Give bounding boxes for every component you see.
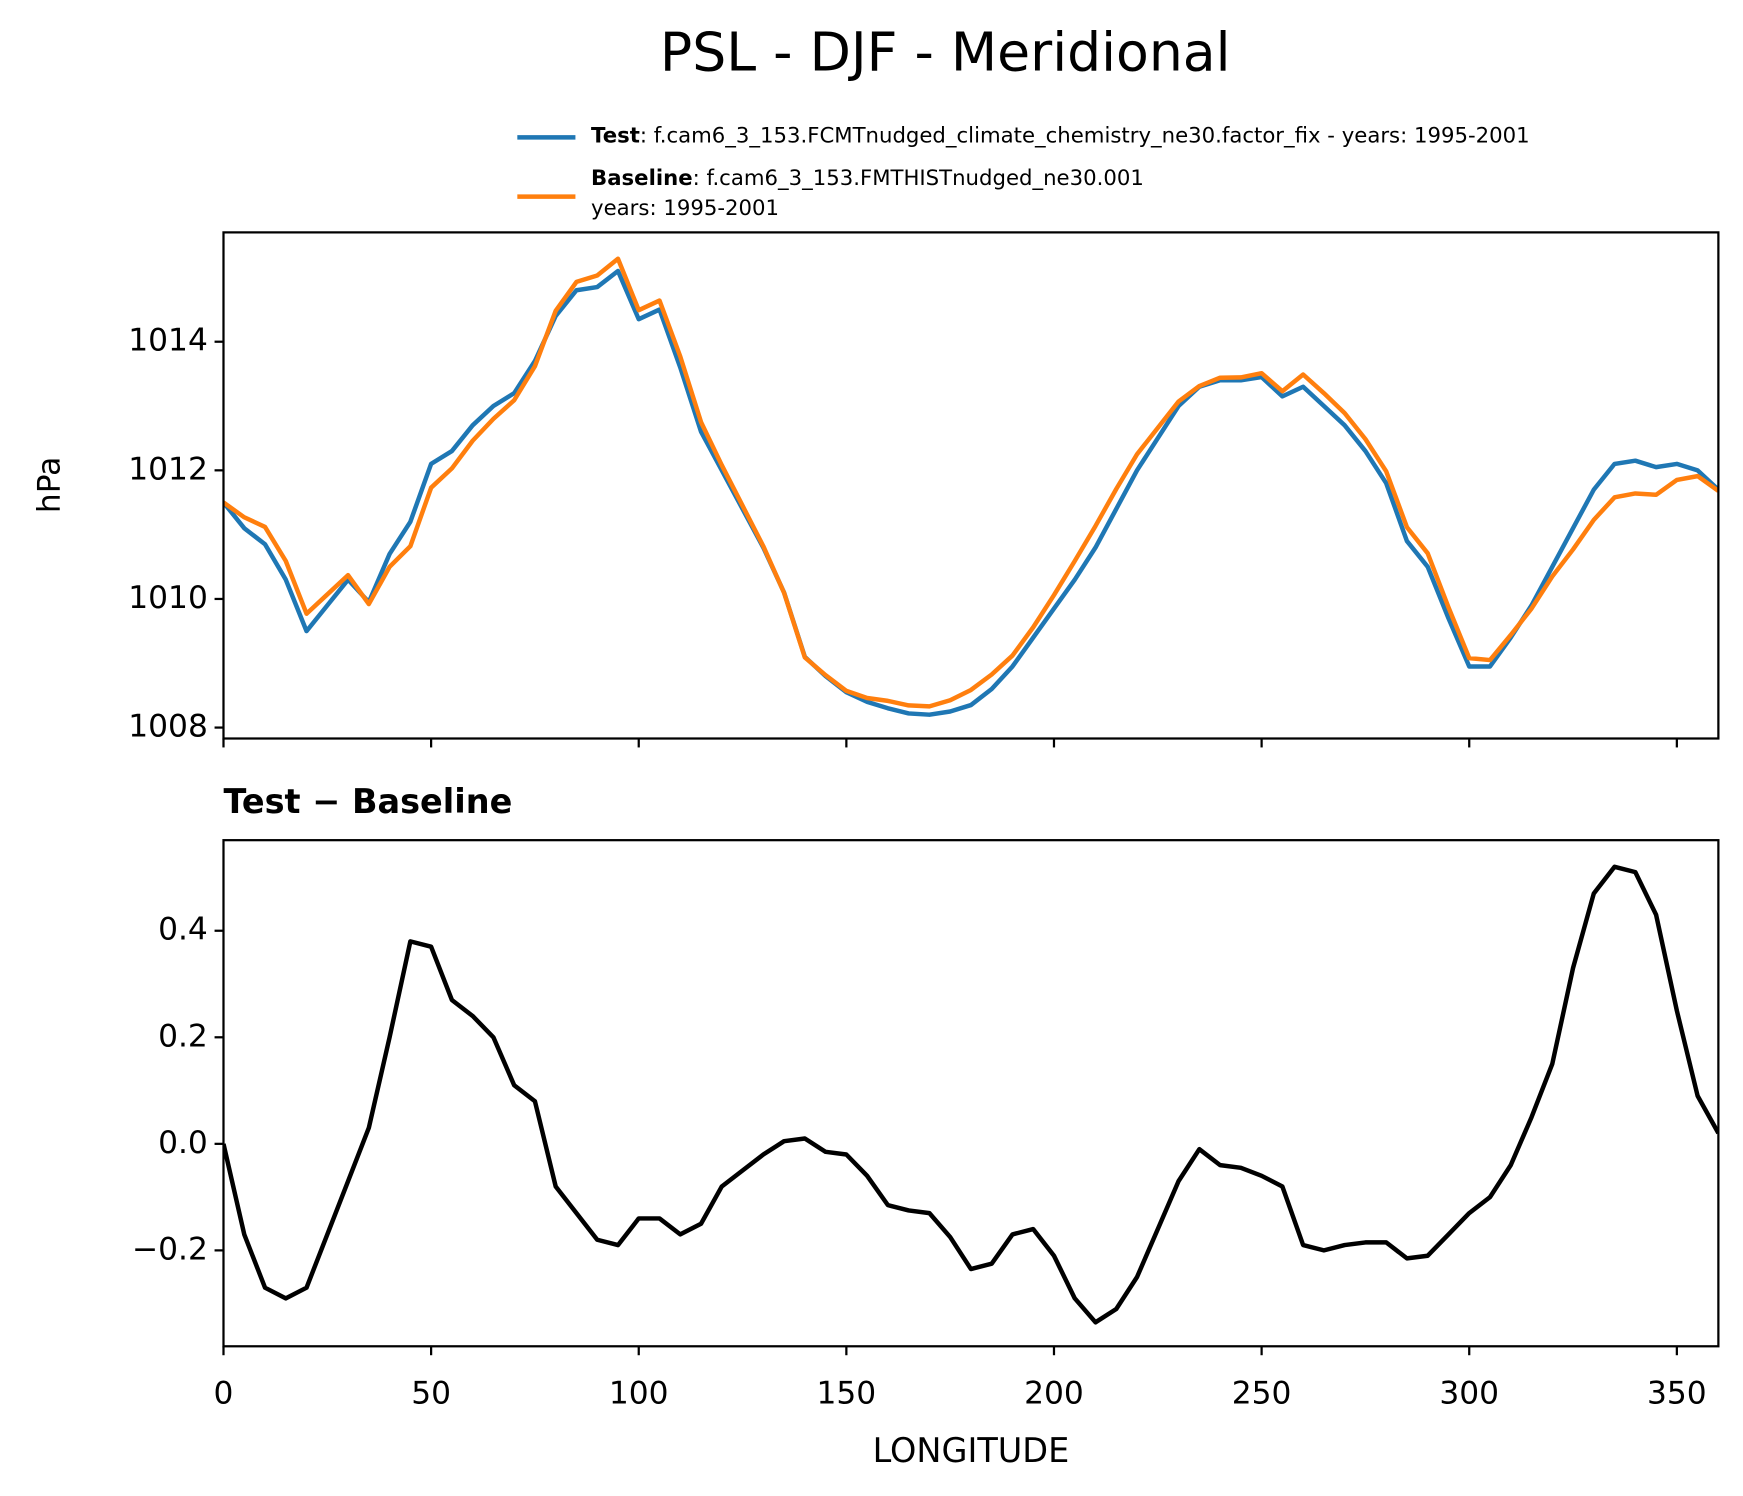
x-tick-label: 200 [1024, 1375, 1084, 1411]
y-tick-label: −0.2 [132, 1231, 208, 1267]
subplot-title: Test − Baseline [223, 782, 512, 821]
series-line [223, 256, 1719, 709]
y-axis-label: hPa [31, 457, 67, 513]
figure-title: PSL - DJF - Meridional [660, 21, 1231, 84]
y-tick-label: 0.0 [158, 1125, 208, 1161]
y-tick-label: 1008 [128, 709, 208, 745]
legend-name: Baseline [591, 166, 693, 191]
x-tick-label: 250 [1232, 1375, 1292, 1411]
series-line [223, 864, 1719, 1325]
series-line [223, 268, 1719, 717]
legend-label: Test: f.cam6_3_153.FCMTnudged_climate_ch… [591, 123, 1530, 148]
legend-label: Baseline: f.cam6_3_153.FMTHISTnudged_ne3… [591, 166, 1144, 191]
x-tick-label: 350 [1647, 1375, 1707, 1411]
legend-description: years: 1995-2001 [591, 196, 779, 221]
y-tick-label: 1014 [128, 323, 208, 359]
y-tick-label: 0.4 [158, 912, 208, 948]
y-tick-label: 1010 [128, 580, 208, 616]
legend-description: : f.cam6_3_153.FMTHISTnudged_ne30.001 [693, 166, 1144, 191]
legend-name: Test [591, 123, 640, 148]
x-tick-label: 300 [1439, 1375, 1499, 1411]
x-tick-label: 0 [214, 1375, 234, 1411]
axes-frame [222, 231, 1720, 740]
x-tick-label: 150 [817, 1375, 877, 1411]
legend: Test: f.cam6_3_153.FCMTnudged_climate_ch… [591, 123, 1530, 221]
x-tick-label: 50 [411, 1375, 451, 1411]
x-tick-label: 100 [609, 1375, 669, 1411]
axes-frame [222, 839, 1720, 1348]
y-tick-label: 0.2 [158, 1018, 208, 1054]
legend-description: : f.cam6_3_153.FCMTnudged_climate_chemis… [640, 123, 1530, 148]
y-tick-label: 1012 [128, 451, 208, 487]
x-axis-label: LONGITUDE [873, 1431, 1070, 1470]
